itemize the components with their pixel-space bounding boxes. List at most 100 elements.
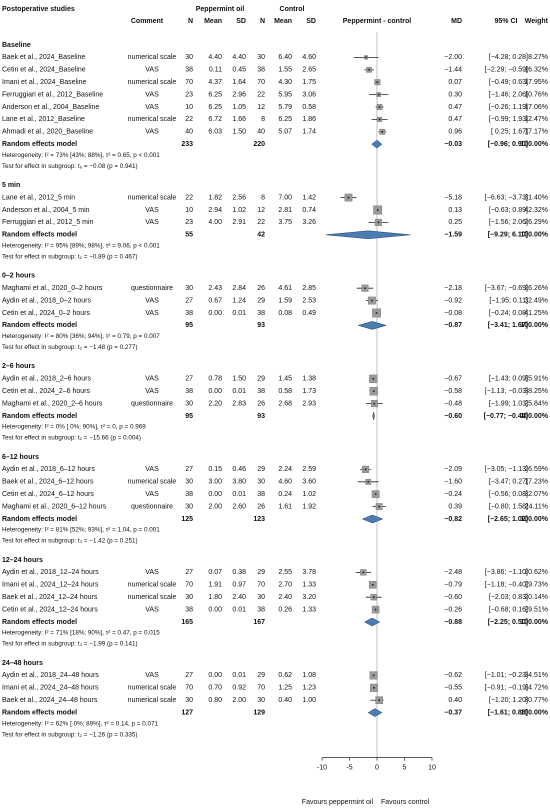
study-m1: 0.78 xyxy=(208,376,222,383)
random-weight: 100.00% xyxy=(520,619,548,626)
random-n1: 95 xyxy=(185,322,193,329)
study-point xyxy=(377,221,380,224)
study-comment: questionnaire xyxy=(131,503,173,510)
subgroup-title: 12–24 hours xyxy=(2,557,43,564)
study-m1: 0.00 xyxy=(208,388,222,395)
study-comment: VAS xyxy=(145,466,159,473)
study-m2: 7.00 xyxy=(278,194,292,201)
weight-label: 16.32% xyxy=(524,67,548,74)
subgroup-test: Test for effect in subgroup: t₃ = −1.42 … xyxy=(2,538,138,545)
study-n2: 70 xyxy=(257,79,265,86)
study-n2: 30 xyxy=(257,54,265,61)
random-md: −0.60 xyxy=(444,413,462,420)
weight-label: 24.11% xyxy=(525,503,548,510)
ci-label: [−3.47; 0.27] xyxy=(489,479,528,486)
ci-label: [−0.80; 1.58] xyxy=(489,503,528,510)
study-n2: 29 xyxy=(257,376,265,383)
study-name: Maghami et al., 2020_2–6 hours xyxy=(2,400,103,407)
study-name: Maghami et al., 2020_6–12 hours xyxy=(2,503,107,510)
heterogeneity: Heterogeneity: I² = 71% [18%; 90%], τ² =… xyxy=(2,630,160,637)
study-comment: questionnaire xyxy=(131,400,173,407)
md-label: 0.07 xyxy=(448,79,462,86)
study-m2: 0.58 xyxy=(278,388,292,395)
study-s2: 2.93 xyxy=(302,400,316,407)
random-n2: 93 xyxy=(257,322,265,329)
study-name: Imani et al., 2024_Baseline xyxy=(2,79,87,86)
ci-label: [−1.95; 0.11] xyxy=(489,297,528,304)
header-group2: Control xyxy=(280,6,305,13)
weight-label: 10.76% xyxy=(524,91,548,98)
md-label: −1.60 xyxy=(444,479,462,486)
ci-label: [−3.86; −1.10] xyxy=(485,569,528,576)
random-md: −0.88 xyxy=(444,619,462,626)
study-s1: 1.24 xyxy=(232,297,246,304)
study-s2: 0.74 xyxy=(302,207,316,214)
random-n1: 125 xyxy=(181,516,193,523)
x-tick-label: 5 xyxy=(403,764,407,771)
study-n1: 70 xyxy=(185,582,193,589)
header-sd2: SD xyxy=(306,18,316,25)
study-m2: 2.40 xyxy=(278,594,292,601)
md-label: −0.62 xyxy=(444,672,462,679)
ci-label: [−0.63; 0.89] xyxy=(489,207,528,214)
study-name: Aydin et al., 2018_0–2 hours xyxy=(2,297,91,304)
random-n2: 93 xyxy=(257,413,265,420)
study-n2: 26 xyxy=(257,400,265,407)
study-n2: 29 xyxy=(257,297,265,304)
study-name: Lane et al., 2012_5 min xyxy=(2,194,75,201)
study-m1: 0.00 xyxy=(208,606,222,613)
study-n1: 22 xyxy=(185,194,193,201)
weight-label: 32.49% xyxy=(524,297,548,304)
md-label: −0.58 xyxy=(444,388,462,395)
study-point xyxy=(377,93,380,96)
ci-label: [−0.99; 1.93] xyxy=(489,116,528,123)
study-n1: 27 xyxy=(185,672,193,679)
study-m2: 6.25 xyxy=(278,116,292,123)
study-comment: numerical scale xyxy=(128,582,177,589)
study-m1: 6.25 xyxy=(208,91,222,98)
study-m1: 0.00 xyxy=(208,491,222,498)
study-s1: 2.84 xyxy=(232,285,246,292)
study-point xyxy=(347,196,350,199)
ci-label: [−3.05; −1.13] xyxy=(485,466,528,473)
study-m2: 0.40 xyxy=(278,697,292,704)
random-name: Random effects model xyxy=(2,516,77,523)
weight-label: 26.59% xyxy=(524,466,548,473)
weight-label: 31.40% xyxy=(524,194,548,201)
study-s2: 4.60 xyxy=(302,54,316,61)
random-name: Random effects model xyxy=(2,322,77,329)
md-label: −0.67 xyxy=(444,376,462,383)
study-name: Cetin et al., 2024_12–24 hours xyxy=(2,606,98,613)
study-m2: 5.07 xyxy=(278,129,292,136)
x-label-left: Favours peppermint oil xyxy=(302,799,374,806)
study-n2: 38 xyxy=(257,606,265,613)
ci-label: [−1.43; 0.09] xyxy=(489,376,528,383)
subgroup-test: Test for effect in subgroup: t₂ = −0.89 … xyxy=(2,253,138,260)
study-name: Maghami et al., 2020_0–2 hours xyxy=(2,285,103,292)
study-name: Aydin et al., 2018_12–24 hours xyxy=(2,569,99,576)
study-m2: 1.59 xyxy=(278,297,292,304)
ci-label: [−4.28; 0.28] xyxy=(489,54,528,61)
study-s1: 1.66 xyxy=(232,116,246,123)
study-s1: 0.01 xyxy=(232,606,246,613)
study-comment: numerical scale xyxy=(128,54,177,61)
study-n2: 70 xyxy=(257,582,265,589)
x-tick-label: -10 xyxy=(317,764,327,771)
study-s2: 1.33 xyxy=(302,582,316,589)
study-n1: 30 xyxy=(185,285,193,292)
study-name: Imani et al., 2024_12–24 hours xyxy=(2,582,99,589)
study-s1: 0.01 xyxy=(232,491,246,498)
study-s1: 0.38 xyxy=(232,569,246,576)
study-m1: 2.00 xyxy=(208,503,222,510)
random-md: −0.82 xyxy=(444,516,462,523)
heterogeneity: Heterogeneity: I² = 80% [36%; 94%], τ² =… xyxy=(2,333,160,340)
random-n2: 220 xyxy=(253,141,265,148)
md-label: −5.18 xyxy=(444,194,462,201)
study-point xyxy=(368,69,370,71)
study-n1: 30 xyxy=(185,594,193,601)
heterogeneity: Heterogeneity: I² = 62% [ 0%; 89%], τ² =… xyxy=(2,720,158,727)
study-n2: 12 xyxy=(257,207,265,214)
random-weight: 100.00% xyxy=(520,232,548,239)
study-name: Baek et al., 2024_12–24 hours xyxy=(2,594,98,601)
